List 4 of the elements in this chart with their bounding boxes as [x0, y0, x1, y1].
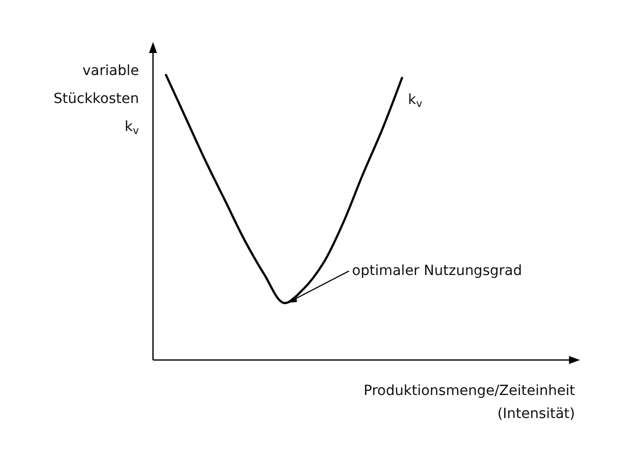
series-label: k$_{v}$ [408, 92, 422, 110]
annotation: optimaler Nutzungsgrad [352, 263, 522, 279]
x-axis-title: Produktionsmenge/Zeiteinheit (Intensität) [364, 383, 576, 422]
y-axis-title: variable Stückkosten k$_{v}$ [54, 63, 139, 138]
